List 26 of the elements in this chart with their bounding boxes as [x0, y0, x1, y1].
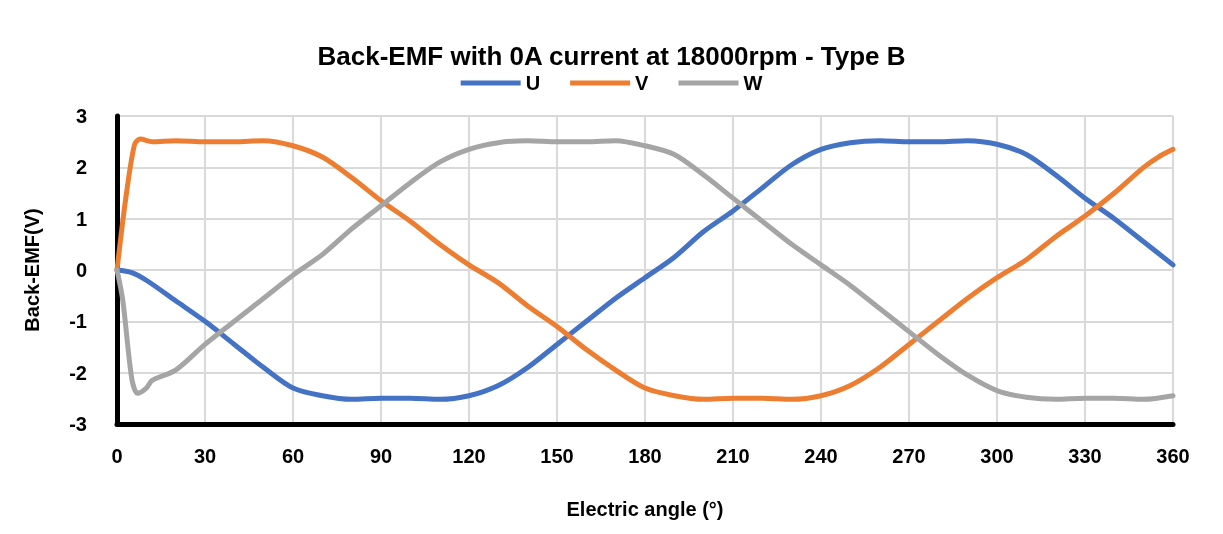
x-tick-label: 30 — [193, 445, 217, 467]
x-tick-label: 240 — [804, 445, 838, 467]
y-tick-label: -2 — [69, 361, 87, 384]
y-tick-label: 3 — [75, 105, 87, 127]
x-tick-label: 180 — [628, 445, 662, 467]
x-tick-label: 60 — [281, 445, 305, 467]
legend-label: V — [635, 72, 650, 94]
x-axis-title: Electric angle (°) — [566, 498, 724, 520]
x-tick-label: 150 — [540, 445, 574, 467]
y-tick-label: 0 — [75, 259, 87, 281]
y-tick-label: 2 — [75, 156, 87, 179]
x-tick-label: 360 — [1156, 445, 1190, 467]
legend-label: W — [743, 72, 763, 94]
y-tick-label: -1 — [69, 310, 87, 333]
x-tick-label: 210 — [716, 445, 750, 467]
legend-label: U — [525, 72, 541, 94]
x-tick-label: 270 — [892, 445, 926, 467]
y-tick-label: -3 — [69, 413, 87, 435]
y-axis-title: Back-EMF(V) — [21, 208, 43, 332]
y-tick-label: 1 — [75, 207, 87, 230]
x-tick-label: 120 — [452, 445, 486, 467]
x-tick-label: 300 — [980, 445, 1014, 467]
x-tick-label: 90 — [369, 445, 393, 467]
chart-title: Back-EMF with 0A current at 18000rpm - Type B — [317, 41, 906, 71]
x-tick-label: 0 — [111, 445, 123, 467]
x-tick-label: 330 — [1068, 445, 1102, 467]
